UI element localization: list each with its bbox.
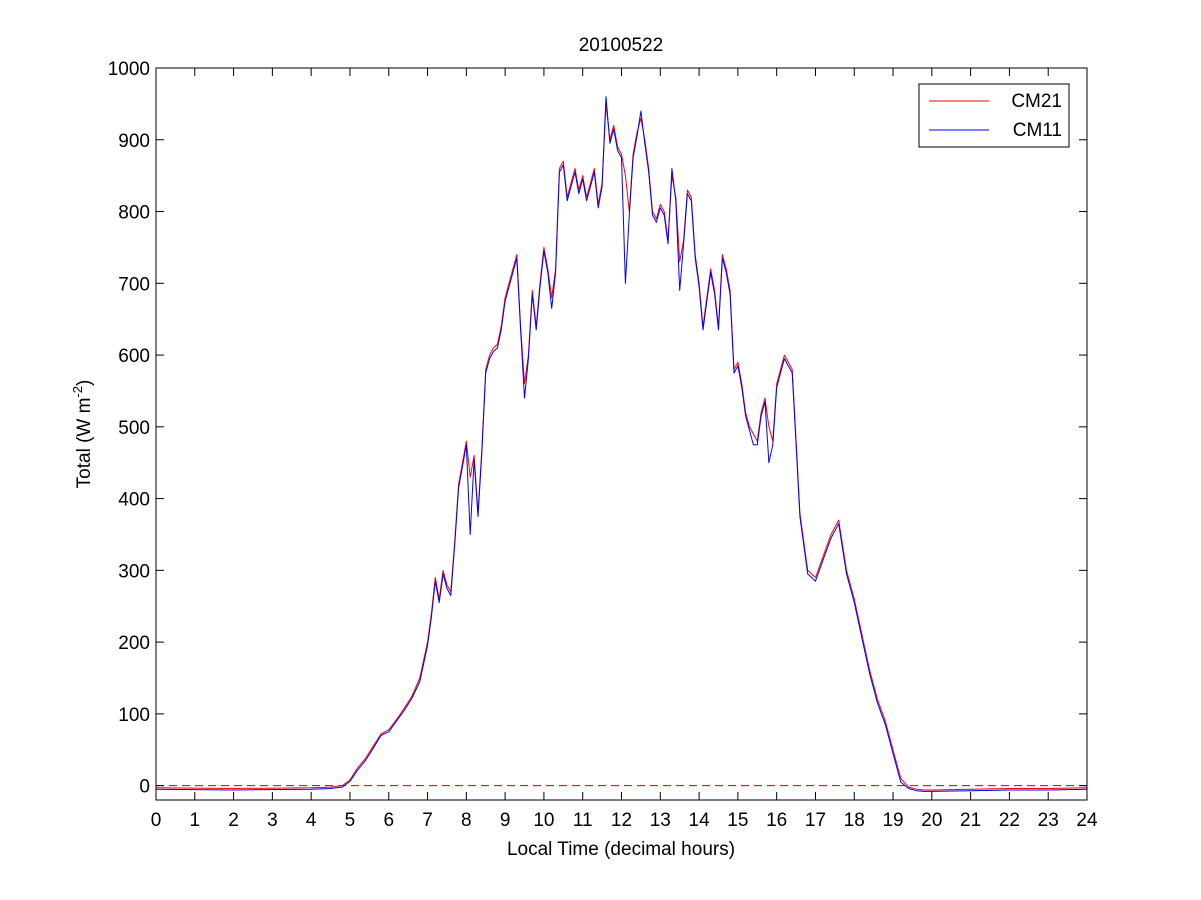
x-tick-label-20: 20 <box>921 810 942 831</box>
x-tick-label-24: 24 <box>1076 810 1098 831</box>
y-tick-label-600: 600 <box>118 346 150 367</box>
y-axis: 0 100 200 300 400 500 600 700 800 900 1000 <box>108 59 1087 798</box>
x-tick-label-21: 21 <box>960 810 981 831</box>
y-tick-label-400: 400 <box>118 490 150 511</box>
series-line-cm11 <box>155 96 1088 792</box>
x-tick-label-1: 1 <box>190 810 201 831</box>
x-tick-label-13: 13 <box>650 810 671 831</box>
x-tick-label-12: 12 <box>611 810 632 831</box>
x-tick-label-14: 14 <box>689 810 711 831</box>
x-tick-label-18: 18 <box>844 810 865 831</box>
x-tick-label-17: 17 <box>805 810 826 831</box>
y-tick-label-800: 800 <box>118 203 150 224</box>
y-tick-label-700: 700 <box>118 274 150 295</box>
plot-data-layer <box>155 96 1088 792</box>
x-tick-label-5: 5 <box>345 810 356 831</box>
x-tick-label-16: 16 <box>766 810 787 831</box>
x-axis: 0 1 2 3 4 5 6 7 8 9 10 11 12 13 14 15 16 17 18 19 20 21 22 23 24 <box>151 68 1098 831</box>
y-axis-label-main: Total (W m <box>74 398 95 489</box>
legend: CM21 CM11 <box>918 83 1070 148</box>
legend-box <box>918 83 1070 148</box>
x-tick-label-11: 11 <box>573 810 593 831</box>
x-tick-label-6: 6 <box>383 810 394 831</box>
y-tick-label-300: 300 <box>118 561 150 582</box>
x-tick-label-22: 22 <box>999 810 1020 831</box>
legend-label-cm21: CM21 <box>1011 91 1062 112</box>
x-tick-label-8: 8 <box>461 810 472 831</box>
x-tick-label-23: 23 <box>1038 810 1059 831</box>
y-tick-label-100: 100 <box>118 705 150 726</box>
y-tick-label-200: 200 <box>118 633 150 654</box>
y-tick-label-0: 0 <box>139 777 150 798</box>
x-tick-label-15: 15 <box>727 810 748 831</box>
x-tick-label-9: 9 <box>500 810 511 831</box>
x-tick-label-7: 7 <box>422 810 433 831</box>
chart-title: 20100522 <box>579 35 664 56</box>
y-axis-label: Total (W m-2) <box>70 380 95 489</box>
legend-label-cm11: CM11 <box>1013 120 1062 141</box>
x-tick-label-4: 4 <box>306 810 317 831</box>
x-tick-label-10: 10 <box>533 810 554 831</box>
x-axis-label: Local Time (decimal hours) <box>507 839 735 860</box>
x-tick-label-19: 19 <box>882 810 903 831</box>
y-axis-label-end: ) <box>74 380 95 386</box>
y-tick-label-1000: 1000 <box>108 59 150 80</box>
x-tick-label-0: 0 <box>151 810 162 831</box>
y-axis-label-superscript: -2 <box>70 386 85 398</box>
x-tick-label-2: 2 <box>228 810 239 831</box>
y-tick-label-500: 500 <box>118 418 150 439</box>
y-tick-label-900: 900 <box>118 131 150 152</box>
x-tick-label-3: 3 <box>267 810 278 831</box>
